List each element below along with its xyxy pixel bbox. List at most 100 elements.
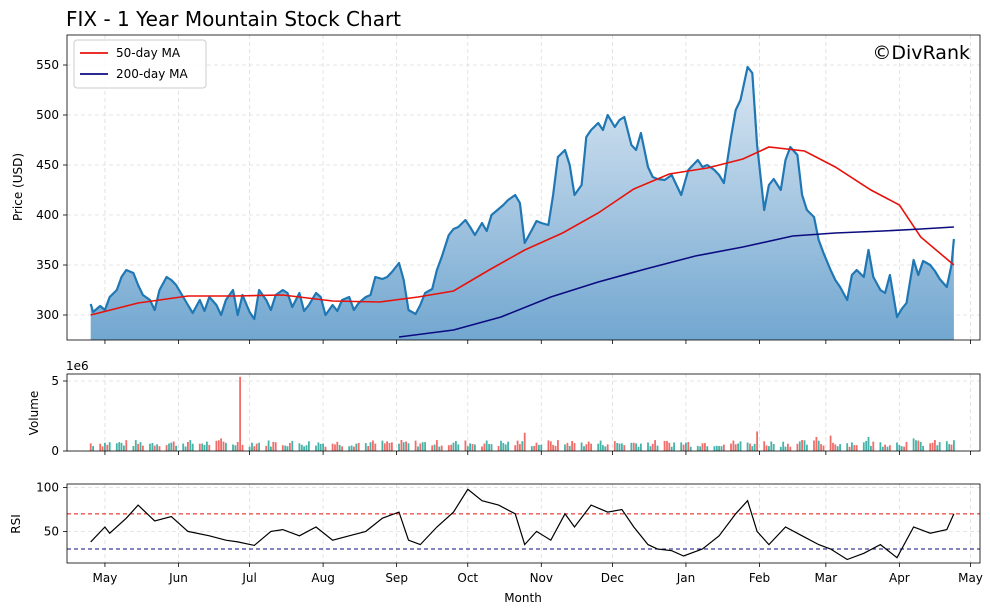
volume-bar <box>305 445 308 451</box>
volume-bar <box>331 443 334 451</box>
rsi-y-tick-label: 50 <box>44 524 59 538</box>
volume-bar <box>514 445 517 451</box>
legend-ma200-label: 200-day MA <box>116 67 188 81</box>
volume-bar <box>92 446 94 451</box>
x-tick-label: Jul <box>241 571 256 585</box>
volume-bar <box>367 446 370 451</box>
volume-bar <box>616 443 619 451</box>
volume-bar <box>284 445 287 451</box>
volume-bar <box>585 444 588 451</box>
rsi-panel-frame <box>66 483 981 564</box>
volume-bar <box>640 443 642 451</box>
volume-bar <box>407 443 410 451</box>
volume-bar <box>402 442 405 451</box>
volume-bar <box>315 445 317 451</box>
volume-bar <box>267 440 270 451</box>
volume-bar <box>834 444 837 451</box>
x-axis-label: Month <box>504 591 542 605</box>
volume-bar <box>303 446 305 451</box>
volume-bar <box>919 441 922 451</box>
volume-bar <box>206 441 208 451</box>
volume-bar <box>319 444 322 451</box>
volume-bar <box>782 441 785 451</box>
volume-bar <box>606 444 609 451</box>
volume-bar <box>182 443 185 451</box>
volume-bar <box>931 442 934 451</box>
volume-bar <box>317 442 320 451</box>
volume-bar <box>519 444 521 451</box>
volume-bar <box>597 443 600 451</box>
volume-bar <box>637 446 640 451</box>
volume-bar <box>497 445 500 451</box>
volume-bar <box>388 443 391 451</box>
volume-bar <box>234 445 237 451</box>
volume-bar <box>898 445 901 451</box>
volume-bar <box>419 443 422 451</box>
volume-bar <box>374 443 377 451</box>
volume-bar <box>564 444 566 451</box>
volume-bar <box>381 440 384 451</box>
volume-bar <box>630 442 633 451</box>
x-tick-label: Apr <box>889 571 910 585</box>
volume-bar <box>602 445 604 451</box>
volume-bar <box>867 437 870 451</box>
y-tick-label: 500 <box>36 108 59 122</box>
volume-bar <box>222 441 225 451</box>
volume-bar <box>950 444 953 451</box>
volume-bar <box>704 443 706 451</box>
x-tick-label: May <box>958 571 983 585</box>
volume-bar <box>336 441 339 451</box>
volume-bar <box>424 442 426 451</box>
volume-bar <box>172 441 175 451</box>
volume-bar <box>820 444 822 451</box>
volume-bar <box>291 440 294 451</box>
volume-bar <box>881 446 884 451</box>
volume-bar <box>137 443 139 451</box>
rsi-y-tick-label: 100 <box>36 481 59 495</box>
volume-bar <box>701 443 704 451</box>
volume-bar <box>680 442 683 451</box>
volume-bar <box>457 444 460 451</box>
volume-bar <box>815 437 818 451</box>
x-tick-label: Dec <box>601 571 624 585</box>
volume-bar <box>737 443 739 451</box>
volume-bar <box>734 444 737 451</box>
volume-bar <box>696 445 699 451</box>
volume-bar <box>746 442 749 451</box>
volume-panel-frame <box>66 373 981 452</box>
volume-bar <box>324 446 327 451</box>
volume-bar <box>621 443 623 451</box>
rsi-y-label: RSI <box>9 514 23 534</box>
volume-bar <box>587 441 590 451</box>
volume-bar <box>884 444 886 451</box>
volume-bar <box>948 444 951 451</box>
volume-bar <box>485 440 488 451</box>
y-tick-label: 400 <box>36 208 59 222</box>
volume-bar <box>945 441 948 451</box>
volume-bar <box>123 445 125 451</box>
volume-bar <box>464 440 467 451</box>
volume-bar <box>853 445 856 451</box>
volume-bar <box>504 444 507 451</box>
volume-bar <box>265 445 268 451</box>
volume-bar <box>521 441 524 451</box>
volume-bar <box>104 442 106 451</box>
volume-bar <box>405 441 407 451</box>
volume-bar <box>500 440 502 451</box>
volume-bar <box>236 442 239 451</box>
volume-bar <box>239 376 241 451</box>
volume-bar <box>822 445 825 451</box>
volume-bar <box>715 445 718 451</box>
volume-bar <box>851 442 853 451</box>
price-y-label: Price (USD) <box>11 153 25 221</box>
volume-bar <box>848 446 851 451</box>
volume-y-tick-label: 0 <box>51 444 59 458</box>
volume-bar <box>386 441 388 451</box>
volume-bar <box>720 446 723 451</box>
x-tick-label: Jan <box>676 571 696 585</box>
volume-bar <box>455 441 457 451</box>
volume-bar <box>357 443 360 451</box>
volume-bar <box>573 443 576 451</box>
volume-bar <box>120 442 123 451</box>
volume-bar <box>663 440 666 451</box>
